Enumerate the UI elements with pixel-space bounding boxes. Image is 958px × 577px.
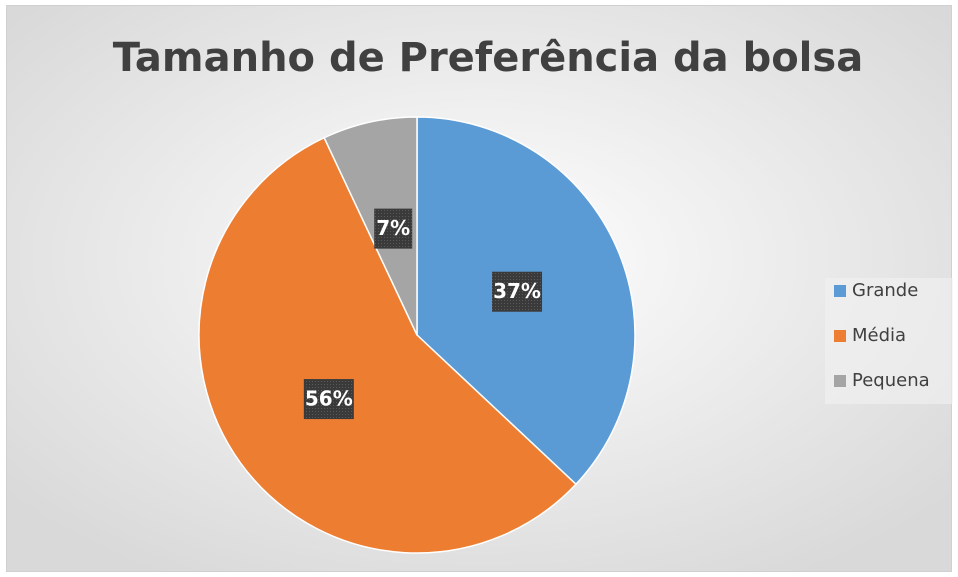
data-label-box xyxy=(303,379,354,420)
data-label: 7% xyxy=(376,216,410,240)
legend-label: Grande xyxy=(852,280,918,301)
chart-title: Tamanho de Preferência da bolsa xyxy=(113,35,863,81)
legend-swatch xyxy=(834,375,846,387)
legend-swatch xyxy=(834,330,846,342)
legend-swatch xyxy=(834,285,846,297)
legend xyxy=(825,278,953,404)
data-label-box xyxy=(374,208,413,249)
pie-slice xyxy=(198,136,577,554)
legend-label: Média xyxy=(852,325,906,346)
data-label-box xyxy=(492,271,543,312)
pie-slice xyxy=(323,116,418,336)
legend-label: Pequena xyxy=(852,370,930,391)
data-label: 37% xyxy=(493,279,541,303)
data-label: 56% xyxy=(305,387,353,411)
